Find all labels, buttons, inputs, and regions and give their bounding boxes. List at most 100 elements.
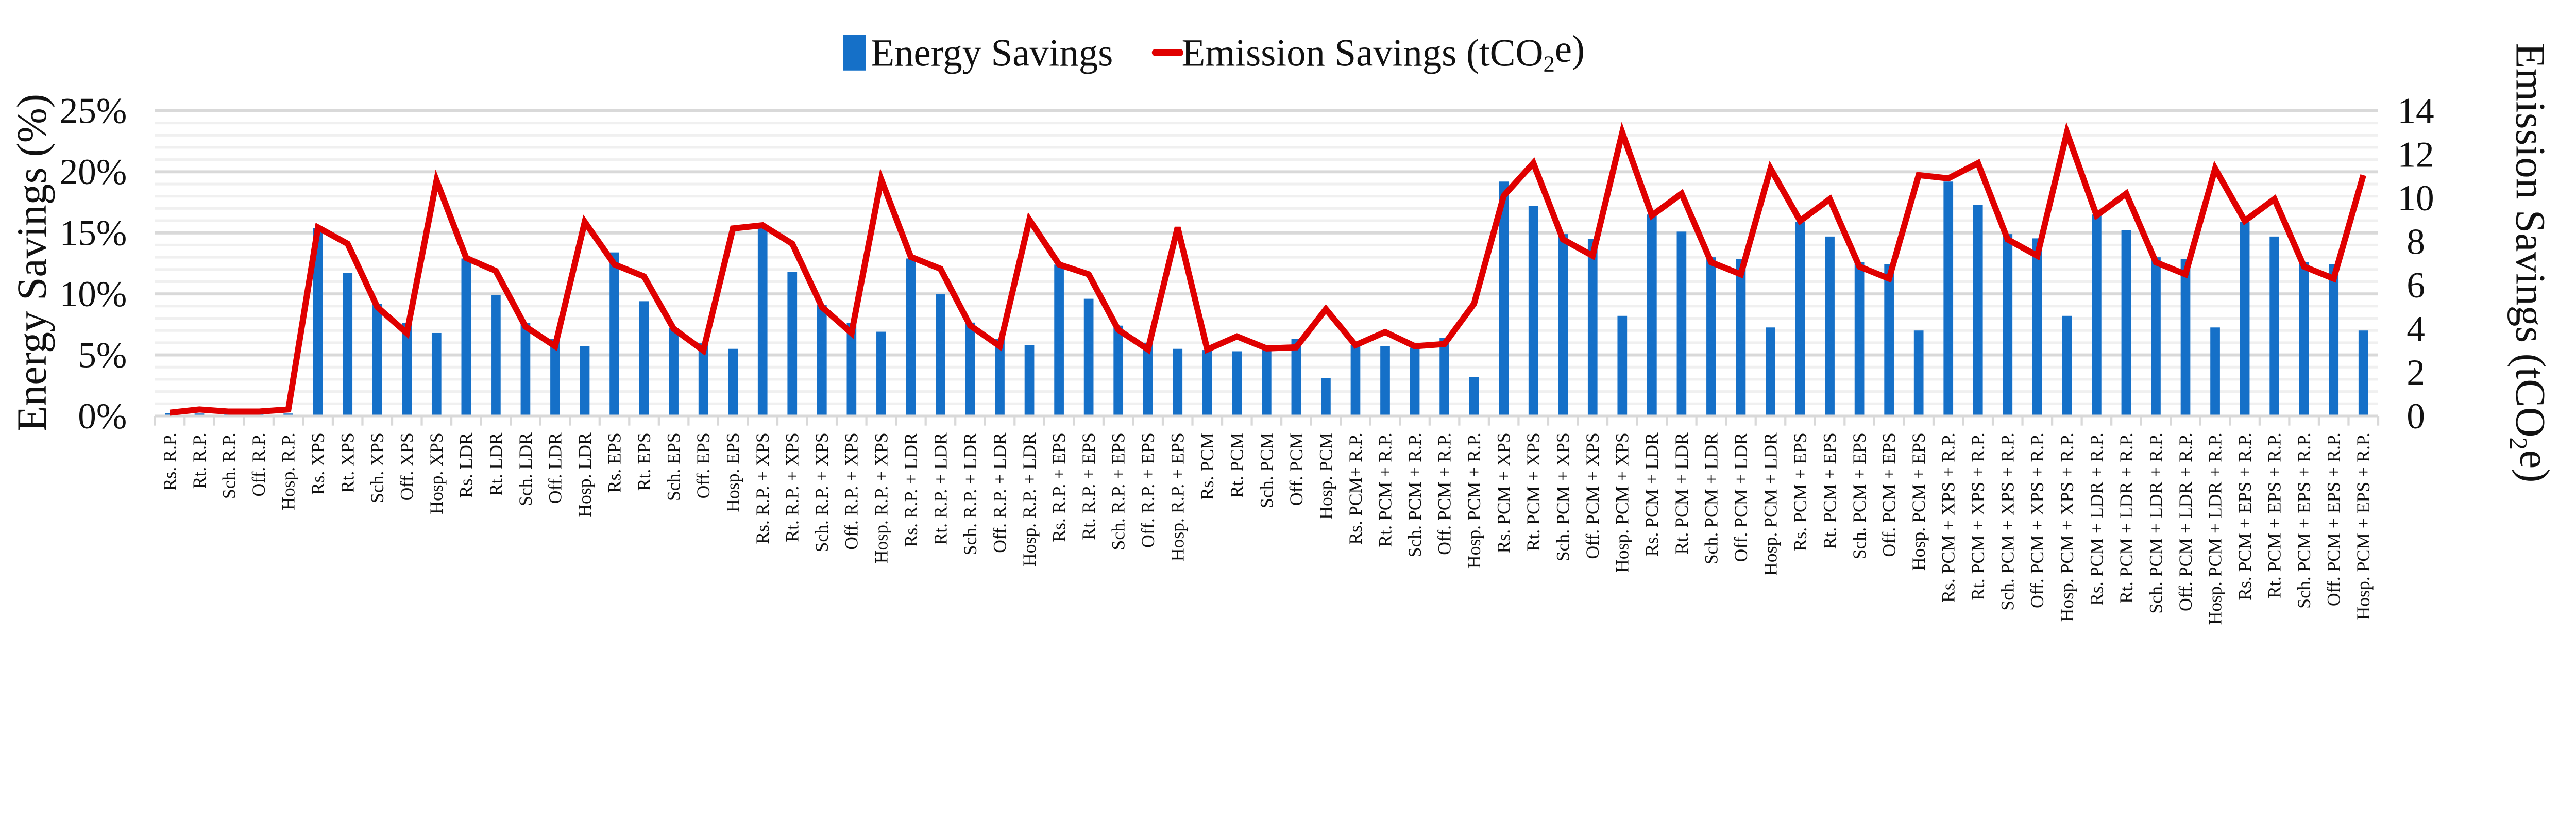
bar-energy-savings: [2269, 236, 2279, 416]
bar-energy-savings: [1825, 236, 1835, 416]
bar-energy-savings: [1202, 350, 1212, 416]
x-tick-label: Hosp. LDR: [574, 432, 595, 518]
bar-energy-savings: [372, 304, 382, 416]
x-tick-label: Hosp. R.P. + XPS: [871, 432, 891, 563]
x-tick-label: Sch. PCM + XPS: [1553, 432, 1573, 561]
bar-energy-savings: [1676, 231, 1687, 416]
bar-energy-savings: [1973, 205, 1983, 416]
y-tick-label: 10%: [60, 274, 127, 314]
x-tick-label: Sch. PCM + EPS + R.P.: [2294, 432, 2314, 608]
x-tick-label: Off. PCM + EPS: [1879, 432, 1900, 557]
x-tick-label: Hosp. PCM + R.P.: [1464, 432, 1484, 569]
x-tick-label: Hosp. PCM + LDR: [1760, 432, 1781, 576]
bar-energy-savings: [1291, 339, 1301, 416]
y-axis-left-ticks: 0% 5% 10% 15% 20% 25%: [60, 91, 127, 437]
x-tick-label: Hosp. XPS: [426, 432, 447, 514]
y-axis-right-title-text: Emission Savings (tCO2e): [2504, 43, 2558, 482]
bar-energy-savings: [1321, 378, 1331, 416]
x-tick-label: Off. EPS: [693, 432, 714, 498]
bar-energy-savings: [2329, 264, 2339, 416]
y2-tick-label: 8: [2406, 221, 2425, 262]
energy-savings-bars: [165, 181, 2368, 416]
bar-energy-savings: [2240, 222, 2250, 416]
y-tick-label: 25%: [60, 91, 127, 131]
x-tick-label: Off. PCM + EPS + R.P.: [2324, 432, 2344, 606]
bar-energy-savings: [431, 332, 442, 416]
x-tick-label: Rs. PCM + EPS: [1790, 432, 1810, 551]
bar-energy-savings: [1173, 348, 1183, 416]
bar-energy-savings: [1528, 206, 1538, 416]
x-tick-label: Off. PCM + R.P.: [1434, 432, 1454, 555]
y2-tick-label: 0: [2406, 396, 2425, 437]
x-tick-label: Rt. R.P. + XPS: [782, 432, 803, 542]
bar-energy-savings: [906, 258, 916, 416]
bar-energy-savings: [2210, 327, 2220, 416]
bar-energy-savings: [1884, 264, 1894, 416]
bar-energy-savings: [936, 294, 945, 416]
x-tick-label: Rt. PCM + LDR: [1671, 432, 1692, 554]
bar-energy-savings: [1499, 181, 1509, 416]
x-tick-label: Off. PCM + LDR: [1731, 432, 1751, 562]
bar-energy-savings: [2299, 262, 2309, 416]
bar-energy-savings: [2151, 257, 2161, 416]
bar-energy-savings: [1439, 338, 1449, 416]
x-tick-label: Hosp. EPS: [723, 432, 743, 512]
y2-tick-label: 4: [2406, 309, 2425, 349]
x-tick-label: Sch. R.P. + LDR: [960, 432, 980, 555]
bar-energy-savings: [461, 258, 471, 416]
x-tick-label: Rs. PCM + XPS: [1494, 432, 1514, 553]
bar-energy-savings: [2180, 259, 2191, 416]
bar-energy-savings: [1647, 214, 1657, 416]
x-tick-label: Rs. PCM + XPS + R.P.: [1938, 432, 1959, 603]
y-axis-left-title: Energy Savings (%): [8, 94, 55, 431]
bar-energy-savings: [1943, 181, 1954, 416]
bar-energy-savings: [728, 348, 738, 416]
y2-tick-label: 2: [2406, 352, 2425, 393]
x-tick-label: Hosp. R.P. + EPS: [1167, 432, 1188, 561]
x-tick-label: Sch. R.P. + XPS: [811, 432, 832, 552]
x-tick-label: Rs. R.P. + LDR: [901, 432, 921, 547]
bar-energy-savings: [698, 343, 708, 416]
x-tick-label: Rs. PCM+ R.P.: [1345, 432, 1366, 544]
bar-energy-savings: [1587, 239, 1598, 416]
x-tick-label: Off. R.P.: [248, 432, 269, 496]
y2-tick-label: 12: [2397, 134, 2434, 175]
bar-energy-savings: [1766, 327, 1775, 416]
x-tick-label: Rs. R.P. + XPS: [752, 432, 773, 544]
x-tick-label: Sch. LDR: [515, 432, 536, 506]
x-tick-label: Off. PCM: [1286, 432, 1307, 506]
bar-energy-savings: [313, 228, 323, 416]
bar-energy-savings: [1913, 330, 1924, 416]
x-tick-label: Rs. R.P. + EPS: [1048, 432, 1069, 542]
text-rest: e): [1555, 28, 1585, 71]
x-tick-label: Hosp. PCM + XPS: [1612, 432, 1633, 573]
bar-energy-savings: [2358, 330, 2368, 416]
x-tick-label: Off. LDR: [545, 432, 565, 504]
bar-energy-savings: [876, 331, 886, 416]
emission-savings-line-group: [169, 122, 2366, 416]
x-tick-label: Off. PCM + XPS: [1582, 432, 1603, 559]
bar-energy-savings: [965, 322, 975, 416]
x-tick-label: Sch. R.P.: [218, 432, 239, 499]
x-tick-label: Rt. PCM + XPS: [1523, 432, 1544, 551]
bar-energy-savings: [2121, 230, 2131, 416]
bar-energy-savings: [1083, 298, 1094, 416]
bar-energy-savings: [1410, 347, 1420, 416]
x-tick-label: Rt. PCM + LDR + R.P.: [2116, 432, 2137, 604]
legend: Energy Savings Emission Savings (tCO2e): [843, 28, 1585, 77]
x-tick-label: Rt. LDR: [485, 432, 506, 496]
bar-energy-savings: [1113, 325, 1124, 416]
bar-energy-savings: [1469, 377, 1479, 416]
x-tick-label: Rs. PCM: [1197, 432, 1217, 500]
bar-energy-savings: [1736, 259, 1746, 416]
x-tick-label: Sch. PCM + LDR + R.P.: [2145, 432, 2166, 613]
x-tick-label: Sch. EPS: [664, 432, 684, 501]
bar-energy-savings: [2062, 315, 2072, 416]
x-tick-label: Rs. XPS: [308, 432, 328, 495]
bar-energy-savings: [1380, 346, 1390, 416]
bar-energy-savings: [343, 273, 353, 416]
bar-energy-savings: [757, 228, 768, 416]
x-tick-label: Rt. PCM + R.P.: [1375, 432, 1395, 547]
bar-energy-savings: [1024, 345, 1035, 416]
